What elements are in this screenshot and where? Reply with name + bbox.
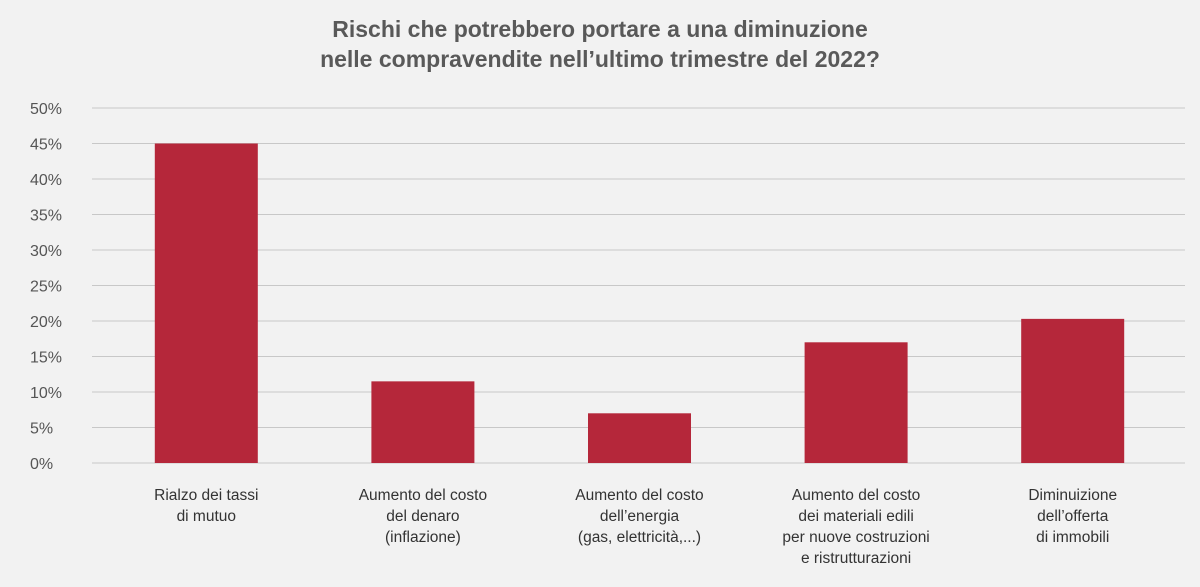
y-tick-label: 45%: [30, 137, 62, 154]
chart-title-line-2: nelle compravendite nell’ultimo trimestr…: [320, 46, 880, 72]
category-label-line: (inflazione): [385, 529, 461, 546]
y-tick-label: 50%: [30, 101, 62, 118]
bar: [804, 342, 908, 463]
y-tick-label: 25%: [30, 279, 62, 296]
category-label-line: Aumento del costo: [359, 487, 487, 504]
y-tick-label: 35%: [30, 208, 62, 225]
y-tick-label: 20%: [30, 314, 62, 331]
category-label-line: dell’offerta: [1037, 508, 1109, 525]
category-label-line: Aumento del costo: [792, 487, 920, 504]
category-label-line: di mutuo: [177, 508, 236, 525]
chart-title-line-1: Rischi che potrebbero portare a una dimi…: [332, 16, 868, 42]
category-label: Aumento del costo dei materiali edili per …: [782, 487, 929, 567]
category-label-line: di immobili: [1036, 529, 1109, 546]
y-tick-label: 30%: [30, 243, 62, 260]
category-label-line: (gas, elettricità,...): [578, 529, 701, 546]
bar: [1021, 318, 1125, 463]
category-label-line: e ristrutturazioni: [801, 550, 911, 567]
bar: [154, 143, 258, 463]
chart-title: Rischi che potrebbero portare a una dimi…: [0, 14, 1200, 74]
category-label: Rialzo dei tassi di mutuo: [154, 487, 258, 525]
y-axis-tick-labels: 0% 5% 10% 15% 20% 25% 30% 35% 40% 45% 50%: [30, 101, 62, 473]
y-tick-label: 15%: [30, 350, 62, 367]
category-label-line: Aumento del costo: [575, 487, 703, 504]
bars: [154, 143, 1125, 463]
category-label: Aumento del costo del denaro (inflazione): [359, 487, 487, 546]
category-labels: Rialzo dei tassi di mutuo Aumento del cost…: [154, 487, 1117, 567]
category-label: Aumento del costo dell’energia (gas, elett…: [575, 487, 703, 546]
category-label-line: Diminuizione: [1028, 487, 1117, 504]
category-label-line: per nuove costruzioni: [782, 529, 929, 546]
category-label: Diminuizione dell’offerta di immobili: [1028, 487, 1117, 546]
y-tick-label: 0%: [30, 456, 53, 473]
y-tick-label: 40%: [30, 172, 62, 189]
y-tick-label: 10%: [30, 385, 62, 402]
gridlines: [92, 107, 1185, 464]
y-tick-label: 5%: [30, 421, 53, 438]
category-label-line: dell’energia: [600, 508, 680, 525]
bar: [588, 413, 691, 463]
category-label-line: Rialzo dei tassi: [154, 487, 258, 504]
category-label-line: dei materiali edili: [798, 508, 913, 525]
category-label-line: del denaro: [386, 508, 459, 525]
bar: [371, 381, 475, 463]
